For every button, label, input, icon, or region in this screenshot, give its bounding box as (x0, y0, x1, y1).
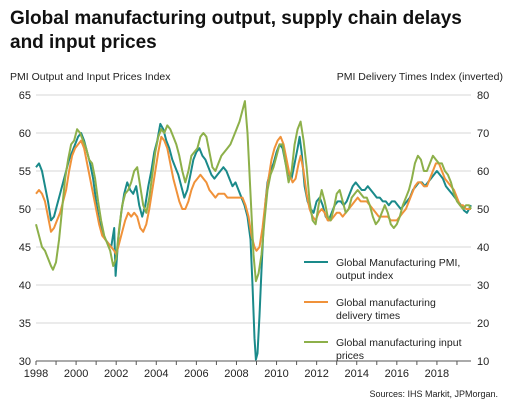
right-axis-label: PMI Delivery Times Index (inverted) (337, 71, 503, 83)
x-tick-label: 2006 (184, 368, 208, 380)
x-tick-label: 1998 (24, 368, 48, 380)
x-tick-label: 2000 (64, 368, 88, 380)
right-tick-label: 70 (477, 128, 489, 140)
series-line-3 (35, 100, 472, 283)
x-tick-label: 2010 (264, 368, 288, 380)
x-tick-label: 2018 (425, 368, 449, 380)
right-tick-label: 40 (477, 242, 489, 254)
left-tick-label: 65 (19, 90, 31, 102)
right-tick-label: 30 (477, 280, 489, 292)
left-tick-label: 50 (19, 204, 31, 216)
legend: Global Manufacturing PMI,output index Glo… (304, 257, 462, 362)
left-tick-label: 60 (19, 128, 31, 140)
right-tick-label: 20 (477, 318, 489, 330)
left-tick-label: 40 (19, 280, 31, 292)
legend-label: Global manufacturing input (336, 337, 462, 349)
left-tick-label: 55 (19, 166, 31, 178)
chart-title: Global manufacturing output, supply chai… (10, 8, 462, 53)
x-tick-label: 2016 (385, 368, 409, 380)
left-axis-label: PMI Output and Input Prices Index (10, 71, 171, 83)
x-tick-label: 2004 (144, 368, 168, 380)
left-tick-label: 30 (19, 356, 31, 368)
left-tick-label: 35 (19, 318, 31, 330)
right-tick-label: 50 (477, 204, 489, 216)
legend-label: Global manufacturing (336, 297, 436, 309)
legend-label: output index (336, 270, 394, 282)
x-tick-label: 2002 (104, 368, 128, 380)
right-tick-label: 10 (477, 356, 489, 368)
right-tick-label: 60 (477, 166, 489, 178)
legend-label: Global Manufacturing PMI, (336, 257, 460, 269)
source-note: Sources: IHS Markit, JPMorgan. (369, 389, 498, 399)
x-tick-label: 2008 (224, 368, 248, 380)
legend-label: delivery times (336, 310, 400, 322)
left-tick-label: 45 (19, 242, 31, 254)
legend-label: prices (336, 350, 364, 362)
x-tick-label: 2014 (344, 368, 368, 380)
right-tick-label: 80 (477, 90, 489, 102)
series-layer (35, 100, 472, 361)
x-tick-label: 2012 (304, 368, 328, 380)
